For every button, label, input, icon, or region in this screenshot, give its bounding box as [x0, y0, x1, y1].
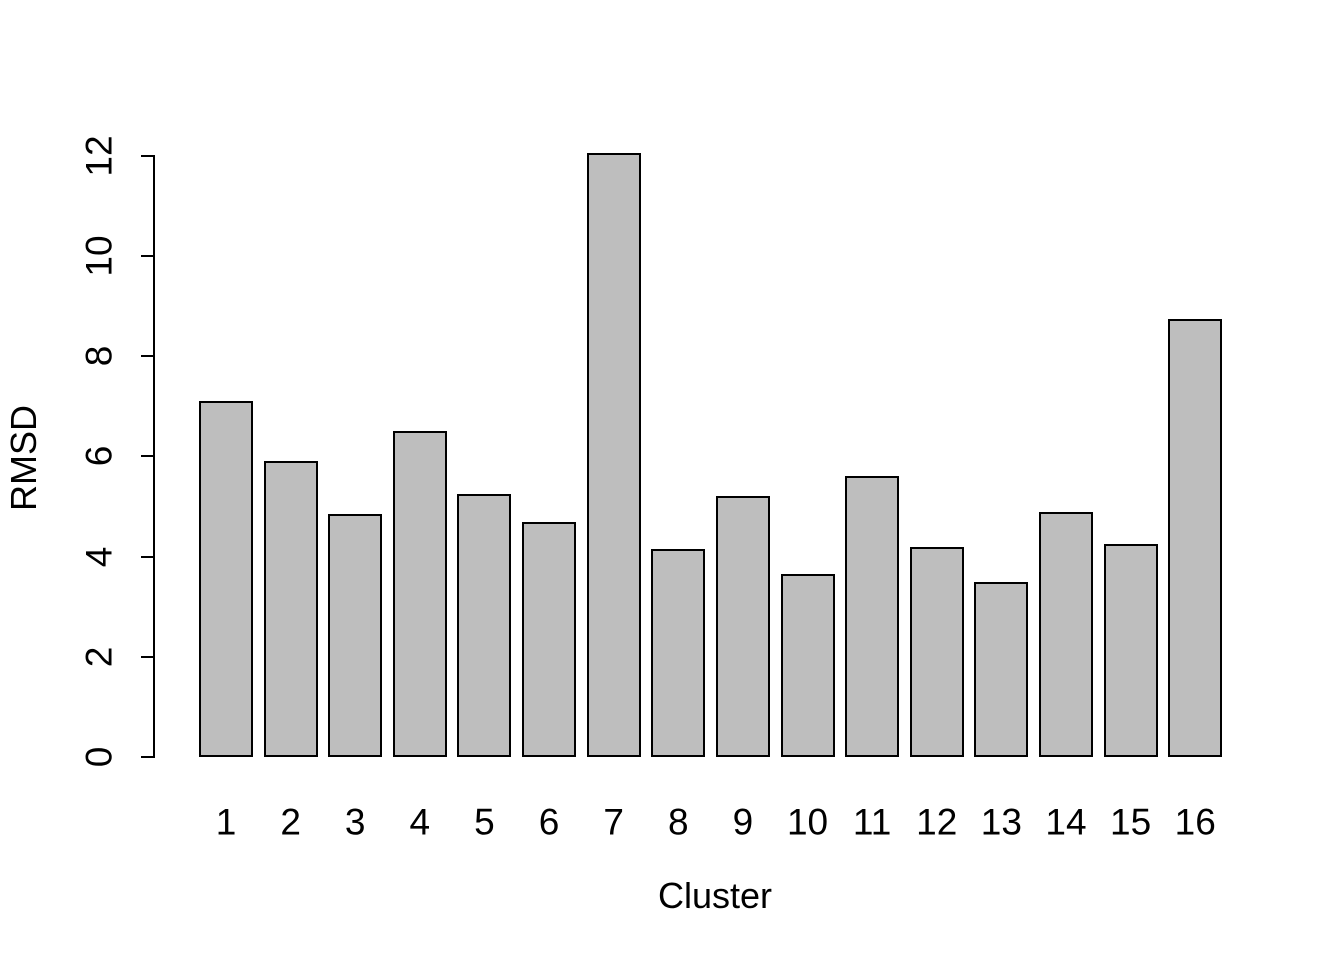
y-tick-label: 2	[78, 646, 120, 668]
x-tick-label: 14	[1045, 801, 1087, 843]
x-tick-label: 16	[1174, 801, 1216, 843]
bar-cluster-6	[522, 522, 576, 757]
x-tick-label: 4	[409, 801, 431, 843]
y-tick	[141, 154, 153, 157]
y-tick	[141, 255, 153, 257]
y-tick-label: 12	[78, 135, 120, 177]
bar-cluster-12	[910, 547, 964, 757]
y-tick-label: 0	[78, 746, 120, 768]
x-tick-label: 15	[1110, 801, 1152, 843]
y-tick	[141, 355, 153, 358]
x-tick-label: 7	[603, 801, 624, 843]
bar-cluster-10	[781, 574, 835, 757]
x-tick-label: 5	[474, 801, 495, 843]
x-tick-label: 9	[732, 801, 754, 843]
y-tick	[141, 455, 153, 458]
x-tick-label: 13	[980, 801, 1022, 843]
bar-cluster-16	[1168, 319, 1222, 757]
bar-cluster-15	[1104, 544, 1158, 757]
x-tick-label: 11	[852, 801, 892, 843]
bar-cluster-3	[328, 514, 382, 757]
bar-cluster-5	[457, 494, 511, 757]
x-tick-label: 2	[280, 801, 301, 843]
x-tick-label: 12	[916, 801, 958, 843]
bar-cluster-8	[651, 549, 705, 757]
x-tick-label: 1	[215, 801, 237, 843]
x-axis-title: Cluster	[657, 875, 773, 916]
x-tick-label: 6	[538, 801, 560, 843]
x-tick-label: 3	[344, 801, 366, 843]
bar-cluster-1	[199, 401, 253, 757]
bar-cluster-7	[587, 153, 641, 757]
bar-cluster-11	[845, 476, 899, 757]
y-axis-title: RMSD	[3, 405, 44, 511]
y-tick	[141, 756, 153, 758]
y-tick-label: 4	[78, 546, 120, 567]
x-tick-label: 10	[786, 801, 829, 843]
bar-cluster-9	[716, 496, 770, 757]
y-tick	[141, 655, 153, 658]
bar-cluster-2	[264, 461, 318, 757]
y-tick-label: 6	[78, 446, 120, 467]
y-tick-label: 8	[78, 345, 120, 367]
y-tick	[141, 555, 153, 558]
bar-cluster-4	[393, 431, 447, 757]
y-axis-line	[153, 154, 155, 758]
bar-cluster-14	[1039, 512, 1093, 757]
x-tick-label: 8	[668, 801, 689, 843]
y-tick-label: 10	[78, 235, 120, 277]
bar-cluster-13	[974, 582, 1028, 757]
